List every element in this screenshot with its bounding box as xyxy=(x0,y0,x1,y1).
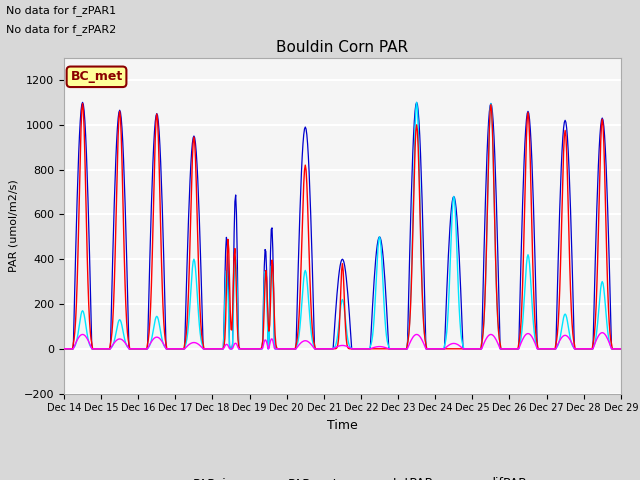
difPAR xyxy=(60,346,68,352)
difPAR xyxy=(335,325,342,331)
Line: PAR_out: PAR_out xyxy=(64,333,621,349)
totPAR xyxy=(568,232,575,238)
PAR_out xyxy=(335,343,342,349)
difPAR xyxy=(568,340,575,346)
PAR_in xyxy=(389,346,397,352)
PAR_out xyxy=(617,346,625,352)
totPAR xyxy=(79,99,86,105)
Line: PAR_in: PAR_in xyxy=(64,104,621,349)
PAR_out xyxy=(60,346,68,352)
PAR_out xyxy=(444,343,451,349)
totPAR xyxy=(183,264,191,270)
difPAR xyxy=(413,99,420,105)
Legend: PAR_in, PAR_out, totPAR, difPAR: PAR_in, PAR_out, totPAR, difPAR xyxy=(152,472,532,480)
Y-axis label: PAR (umol/m2/s): PAR (umol/m2/s) xyxy=(8,179,18,272)
totPAR xyxy=(207,346,215,352)
Line: totPAR: totPAR xyxy=(64,102,621,349)
X-axis label: Time: Time xyxy=(327,419,358,432)
totPAR xyxy=(335,268,343,274)
PAR_out xyxy=(389,346,397,352)
totPAR xyxy=(617,346,625,352)
difPAR xyxy=(617,346,625,352)
PAR_out xyxy=(598,330,606,336)
Text: BC_met: BC_met xyxy=(70,70,123,84)
difPAR xyxy=(182,340,190,346)
totPAR xyxy=(60,346,68,352)
difPAR xyxy=(264,346,272,352)
PAR_in xyxy=(566,287,574,293)
totPAR xyxy=(445,253,452,259)
PAR_out xyxy=(182,344,190,350)
PAR_in xyxy=(79,101,86,107)
PAR_in xyxy=(60,346,68,352)
difPAR xyxy=(206,346,214,352)
Text: No data for f_zPAR2: No data for f_zPAR2 xyxy=(6,24,116,35)
PAR_in xyxy=(444,346,451,352)
PAR_out xyxy=(566,338,574,344)
totPAR xyxy=(264,346,272,352)
totPAR xyxy=(390,346,397,352)
PAR_in xyxy=(335,336,342,342)
Text: No data for f_zPAR1: No data for f_zPAR1 xyxy=(6,5,116,16)
PAR_in xyxy=(617,346,625,352)
PAR_in xyxy=(207,346,215,352)
PAR_out xyxy=(264,346,272,352)
PAR_out xyxy=(206,346,214,352)
Line: difPAR: difPAR xyxy=(64,102,621,349)
difPAR xyxy=(445,305,452,311)
PAR_in xyxy=(183,322,191,327)
difPAR xyxy=(389,346,397,352)
Title: Bouldin Corn PAR: Bouldin Corn PAR xyxy=(276,40,408,55)
